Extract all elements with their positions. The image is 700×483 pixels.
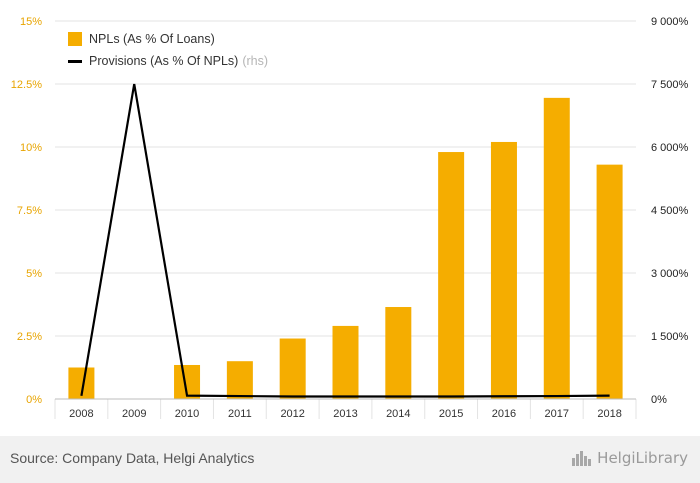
y-right-tick-label: 3 000%: [651, 268, 689, 280]
y-left-tick-label: 10%: [20, 142, 42, 154]
provisions-line: [80, 83, 610, 398]
x-tick-label: 2015: [439, 408, 463, 420]
x-tick-label: 2011: [228, 408, 252, 420]
x-tick-label: 2016: [492, 408, 516, 420]
npl-bar: [438, 152, 465, 399]
legend-provisions-label: Provisions (As % Of NPLs): [89, 54, 239, 68]
npl-swatch: [68, 32, 82, 46]
npl-bar: [332, 325, 359, 399]
x-tick-label: 2009: [122, 408, 146, 420]
y-left-tick-label: 5%: [26, 268, 42, 280]
provisions-line-layer: [80, 83, 610, 398]
npl-bar: [226, 361, 253, 399]
legend-npl-label: NPLs (As % Of Loans): [89, 32, 215, 46]
y-left-tick-label: 2.5%: [17, 331, 42, 343]
npl-bar: [279, 338, 306, 399]
skyline-icon: [572, 451, 592, 466]
y-right-tick-label: 1 500%: [651, 331, 689, 343]
y-right-tick-label: 0%: [651, 394, 667, 406]
x-tick-label: 2010: [175, 408, 199, 420]
y-right-tick-label: 7 500%: [651, 79, 689, 91]
npl-bar: [490, 141, 517, 399]
bars: [68, 97, 623, 400]
npl-bar: [596, 164, 623, 399]
x-tick-label: 2014: [386, 408, 410, 420]
source-text: Source: Company Data, Helgi Analytics: [10, 450, 255, 466]
legend-rhs-tag: (rhs): [242, 54, 269, 68]
legend-item-npl[interactable]: NPLs (As % Of Loans): [68, 28, 268, 50]
legend: NPLs (As % Of Loans) Provisions (As % Of…: [68, 28, 268, 72]
npl-bar: [385, 307, 412, 399]
grid: [54, 20, 637, 419]
legend-item-provisions[interactable]: Provisions (As % Of NPLs) (rhs): [68, 50, 268, 72]
chart: 0% 2.5% 5% 7.5% 10% 12.5% 15% 0% 1 500% 3 000% 4 5…: [11, 16, 689, 420]
y-left-tick-label: 7.5%: [17, 205, 42, 217]
y-left-tick-label: 0%: [26, 394, 42, 406]
y-right-tick-label: 4 500%: [651, 205, 689, 217]
x-tick-label: 2012: [280, 408, 304, 420]
brand-logo[interactable]: HelgiLibrary: [571, 449, 688, 467]
npl-bar: [543, 97, 570, 400]
y-left-tick-label: 15%: [20, 16, 42, 28]
x-tick-label: 2013: [333, 408, 357, 420]
y-right-tick-label: 9 000%: [651, 16, 689, 28]
y-right-tick-label: 6 000%: [651, 142, 689, 154]
y-left-tick-label: 12.5%: [11, 79, 42, 91]
provisions-swatch: [68, 59, 82, 63]
footer: [0, 436, 700, 483]
x-tick-label: 2008: [69, 408, 93, 420]
brand-name: HelgiLibrary: [597, 449, 688, 467]
x-tick-label: 2017: [545, 408, 569, 420]
axes: 0% 2.5% 5% 7.5% 10% 12.5% 15% 0% 1 500% 3 000% 4 5…: [11, 16, 689, 420]
x-tick-label: 2018: [597, 408, 621, 420]
